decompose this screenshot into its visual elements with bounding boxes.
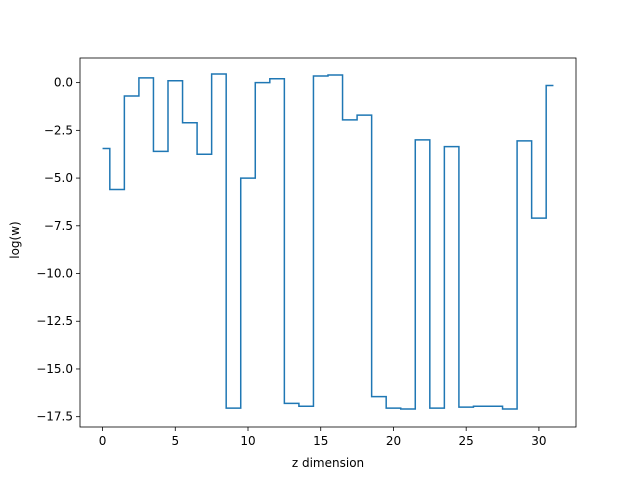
x-tick-label: 5 xyxy=(171,434,179,448)
x-tick-label: 0 xyxy=(99,434,107,448)
x-axis: 0 5 10 15 20 25 30 xyxy=(99,427,547,448)
axes-frame xyxy=(79,57,577,428)
x-tick-label: 20 xyxy=(386,434,401,448)
series-line-0 xyxy=(102,73,554,410)
y-tick-label: −15.0 xyxy=(36,362,73,376)
y-tick-label: −10.0 xyxy=(36,267,73,281)
y-tick-label: −7.5 xyxy=(44,219,73,233)
plot-area xyxy=(79,57,577,428)
y-axis-label: log(w) xyxy=(8,221,22,258)
y-axis: 0.0 −2.5 −5.0 −7.5 −10.0 −12.5 −15.0 −17.5 xyxy=(36,76,80,424)
x-tick-label: 25 xyxy=(459,434,474,448)
y-tick-label: −2.5 xyxy=(44,123,73,137)
x-axis-label: z dimension xyxy=(292,456,364,470)
x-tick-label: 30 xyxy=(531,434,546,448)
x-tick-label: 10 xyxy=(240,434,255,448)
y-tick-label: −12.5 xyxy=(36,314,73,328)
y-tick-label: −5.0 xyxy=(44,171,73,185)
y-tick-label: 0.0 xyxy=(54,76,73,90)
x-tick-label: 15 xyxy=(313,434,328,448)
y-tick-label: −17.5 xyxy=(36,410,73,424)
